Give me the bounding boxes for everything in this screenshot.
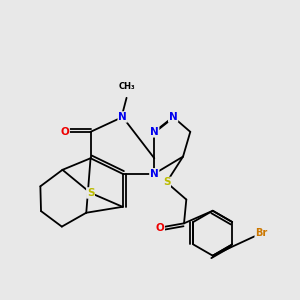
- Text: N: N: [118, 112, 127, 122]
- Text: O: O: [155, 223, 164, 232]
- Text: S: S: [87, 188, 94, 198]
- Text: Br: Br: [255, 228, 267, 238]
- Text: N: N: [169, 112, 178, 122]
- Text: CH₃: CH₃: [118, 82, 135, 91]
- Text: O: O: [60, 127, 69, 137]
- Text: S: S: [163, 177, 170, 188]
- Text: N: N: [150, 169, 159, 179]
- Text: N: N: [150, 127, 159, 137]
